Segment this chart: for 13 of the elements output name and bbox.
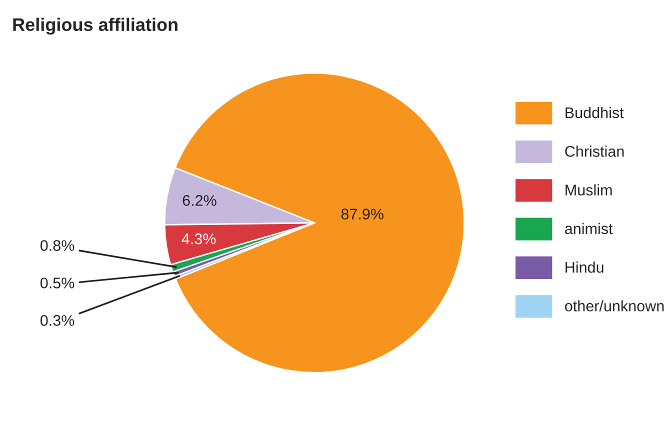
data-label: 87.9%	[341, 208, 384, 220]
data-label: 6.2%	[182, 195, 216, 206]
legend-label: Christian	[565, 146, 624, 157]
data-label: 0.3%	[40, 315, 74, 326]
legend-label: Buddhist	[566, 106, 624, 118]
data-label: 4.3%	[182, 233, 216, 244]
data-label: 0.5%	[40, 278, 74, 288]
legend-label: other/unknown	[565, 300, 664, 312]
legend-label: Hindu	[566, 262, 604, 273]
legend-label: Muslim	[566, 184, 612, 196]
chart-title: Religious affiliation	[13, 18, 178, 35]
data-label: 0.8%	[40, 240, 74, 251]
legend-label: animist	[565, 222, 613, 234]
